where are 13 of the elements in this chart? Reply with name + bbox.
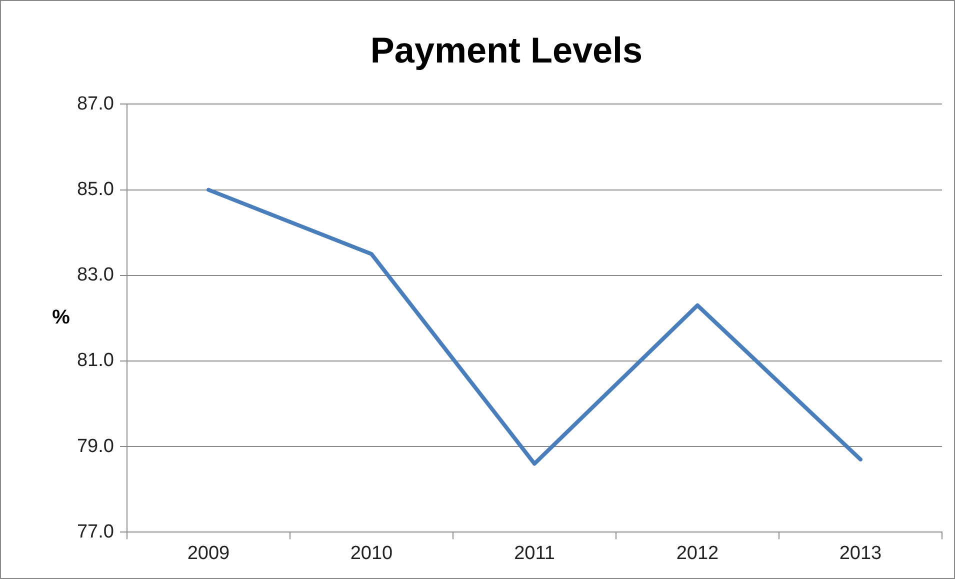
y-tick-label: 85.0 (76, 179, 114, 200)
y-tick-label: 83.0 (76, 264, 114, 286)
x-tick-label: 2011 (514, 542, 555, 564)
chart-title: Payment Levels (370, 30, 643, 71)
y-axis-title: % (52, 306, 70, 329)
y-tick-label: 79.0 (76, 436, 114, 457)
x-tick-label: 2013 (839, 542, 882, 564)
y-tick-label: 77.0 (76, 521, 114, 542)
y-tick-label: 87.0 (76, 93, 114, 114)
y-tick-label: 81.0 (76, 350, 114, 372)
x-tick-label: 2012 (676, 542, 719, 564)
x-tick-label: 2010 (350, 542, 393, 564)
x-tick-label: 2009 (187, 542, 230, 564)
